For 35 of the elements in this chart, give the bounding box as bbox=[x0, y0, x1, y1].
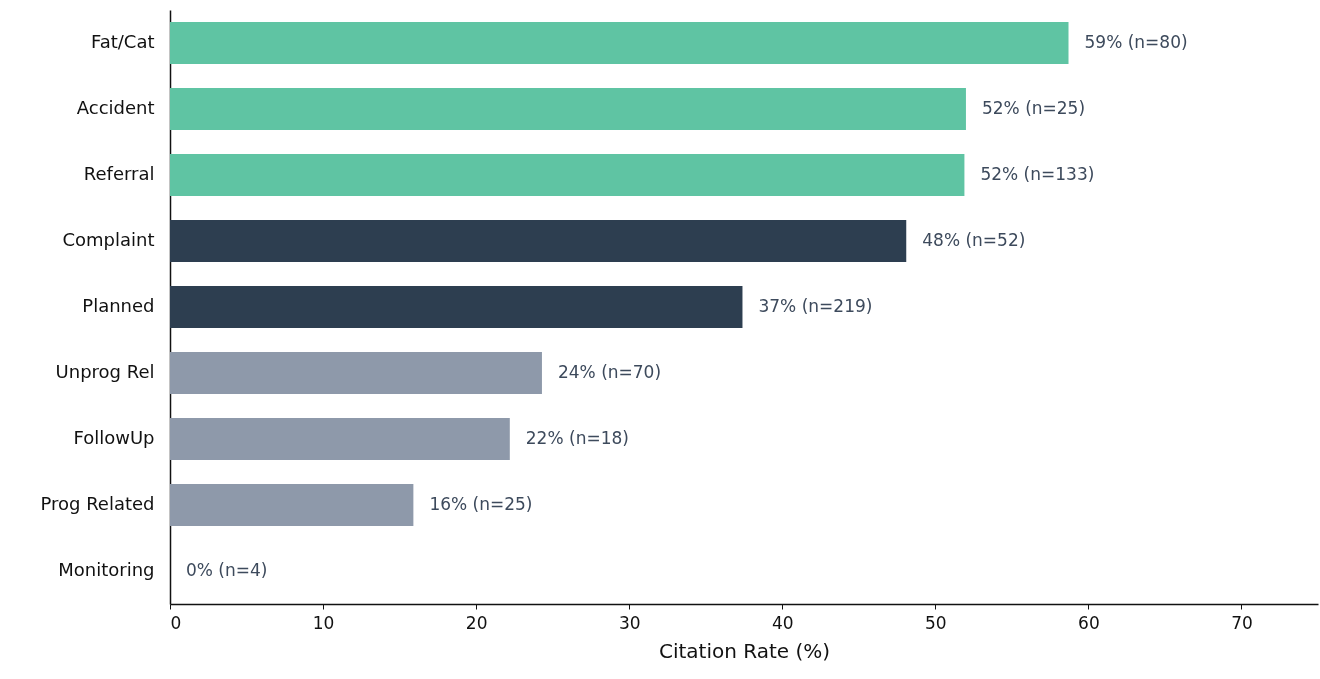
bar bbox=[170, 483, 414, 527]
data-label: 52% (n=133) bbox=[980, 164, 1095, 184]
data-label: 22% (n=18) bbox=[525, 428, 629, 448]
bar bbox=[170, 87, 966, 131]
x-axis-title: Citation Rate (%) bbox=[658, 638, 831, 663]
x-tick-label: 60 bbox=[1078, 612, 1100, 633]
bar bbox=[170, 219, 907, 263]
y-tick-label: Unprog Rel bbox=[55, 361, 155, 382]
x-tick-label: 40 bbox=[771, 612, 794, 633]
data-label: 0% (n=4) bbox=[186, 560, 268, 580]
data-label: 37% (n=219) bbox=[758, 296, 873, 316]
bar bbox=[170, 417, 510, 461]
bar bbox=[170, 285, 743, 329]
y-tick-label: Prog Related bbox=[40, 493, 155, 514]
y-tick-label: Accident bbox=[76, 97, 155, 118]
data-label: 59% (n=80) bbox=[1084, 32, 1188, 52]
data-label: 48% (n=52) bbox=[922, 230, 1026, 250]
x-tick-label: 70 bbox=[1231, 612, 1253, 633]
x-tick-label: 10 bbox=[312, 612, 335, 633]
y-tick-label: Planned bbox=[82, 295, 155, 316]
bar bbox=[170, 351, 542, 395]
y-tick-label: Fat/Cat bbox=[90, 31, 155, 52]
y-tick-label: Referral bbox=[83, 163, 155, 184]
bar bbox=[170, 21, 1069, 65]
data-label: 24% (n=70) bbox=[557, 362, 662, 382]
x-tick-label: 50 bbox=[925, 612, 947, 633]
x-tick-label: 20 bbox=[465, 612, 488, 633]
y-tick-label: Monitoring bbox=[58, 559, 155, 580]
bar bbox=[170, 153, 965, 197]
x-tick-label: 30 bbox=[618, 612, 641, 633]
y-tick-label: FollowUp bbox=[73, 427, 155, 448]
data-label: 16% (n=25) bbox=[429, 494, 533, 514]
data-label: 52% (n=25) bbox=[981, 98, 1086, 118]
y-tick-label: Complaint bbox=[62, 229, 155, 250]
x-tick-label: 0 bbox=[170, 612, 182, 633]
